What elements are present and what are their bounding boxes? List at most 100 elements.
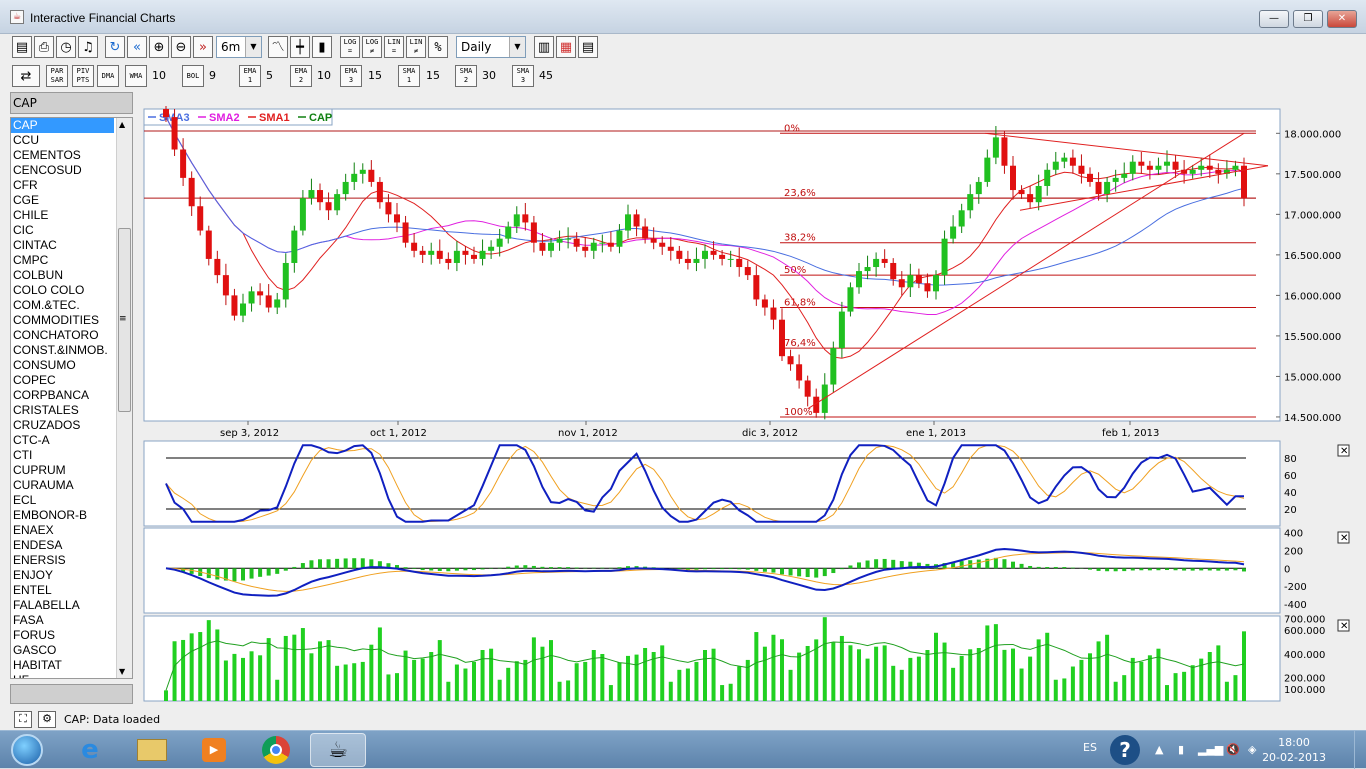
period-select[interactable]: 6m▼ [216,36,262,58]
help-icon[interactable]: ? [1110,735,1140,765]
symbol-list-item[interactable]: GASCO [11,643,132,658]
taskbar-explorer-button[interactable] [124,733,180,767]
battery-icon[interactable]: ▮ [1178,743,1184,756]
symbol-list-item[interactable]: CURAUMA [11,478,132,493]
candlestick-chart-icon[interactable]: ▮ [312,36,332,58]
show-desktop-button[interactable] [1354,731,1366,769]
symbol-list-item[interactable]: CCU [11,133,132,148]
symbol-list-item[interactable]: COLBUN [11,268,132,283]
symbol-list-item[interactable]: COMMODITIES [11,313,132,328]
list-scrollbar[interactable]: ▲ ≡ ▼ [116,118,132,678]
sma1-button[interactable]: SMA 1 [398,65,420,87]
ema1-button[interactable]: EMA 1 [239,65,261,87]
symbol-list-item[interactable]: CONCHATORO [11,328,132,343]
chart-area[interactable]: SMA3SMA2SMA1CAP0%23,6%38,2%50%61,8%76,4%… [140,106,1360,706]
update-icon[interactable]: ◈ [1248,743,1256,756]
minimize-button[interactable]: — [1259,10,1289,28]
symbol-list-item[interactable]: FALABELLA [11,598,132,613]
close-button[interactable]: ✕ [1327,10,1357,28]
symbol-list-item[interactable]: CINTAC [11,238,132,253]
forward-icon[interactable]: » [193,36,213,58]
par-sar-button[interactable]: PAR SAR [46,65,68,87]
symbol-list-item[interactable]: COPEC [11,373,132,388]
symbol-list-item[interactable]: HF [11,673,132,679]
symbol-field[interactable]: CAP [10,92,133,114]
settings-icon[interactable]: ⚙ [38,711,56,728]
symbol-list-item[interactable]: CORPBANCA [11,388,132,403]
symbol-list-item[interactable]: CGE [11,193,132,208]
piv-pts-button[interactable]: PIV PTS [72,65,94,87]
symbol-list-item[interactable]: FORUS [11,628,132,643]
symbol-list-item[interactable]: ENJOY [11,568,132,583]
rewind-icon[interactable]: « [127,36,147,58]
maximize-button[interactable]: ❐ [1293,10,1323,28]
sma3-button[interactable]: SMA 3 [512,65,534,87]
taskbar-chrome-button[interactable] [248,733,304,767]
taskbar-java-button[interactable]: ☕ [310,733,366,767]
color-scheme-icon[interactable]: ▦ [556,36,576,58]
symbol-list-item[interactable]: EMBONOR-B [11,508,132,523]
ema3-button[interactable]: EMA 3 [340,65,362,87]
wma-period[interactable]: 10 [150,67,168,85]
percent-button[interactable]: % [428,36,448,58]
symbol-list-item[interactable]: CFR [11,178,132,193]
ema1-period[interactable]: 5 [264,67,275,85]
language-indicator[interactable]: ES [1083,741,1097,754]
ema2-period[interactable]: 10 [315,67,333,85]
symbol-list-item[interactable]: CTC-A [11,433,132,448]
symbol-list-item[interactable]: ECL [11,493,132,508]
log-eq-button[interactable]: LOG = [340,36,360,58]
lin-ne-button[interactable]: LIN ≠ [406,36,426,58]
symbol-list-item[interactable]: CAP [11,118,114,133]
symbol-list-item[interactable]: HABITAT [11,658,132,673]
symbol-list-item[interactable]: CMPC [11,253,132,268]
symbol-list-item[interactable]: COLO COLO [11,283,132,298]
scroll-up-icon[interactable]: ▲ [119,120,125,129]
ohlc-chart-icon[interactable]: ┿ [290,36,310,58]
symbol-list-item[interactable]: ENTEL [11,583,132,598]
interval-select[interactable]: Daily▼ [456,36,526,58]
symbol-list-item[interactable]: ENAEX [11,523,132,538]
symbol-list-item[interactable]: CTI [11,448,132,463]
fit-screen-icon[interactable]: ⛶ [14,711,32,728]
symbol-list-item[interactable]: CRISTALES [11,403,132,418]
symbol-list-item[interactable]: CONST.&INMOB. [11,343,132,358]
indicator-icon[interactable]: ▥ [534,36,554,58]
log-ne-button[interactable]: LOG ≠ [362,36,382,58]
network-icon[interactable]: ▂▄▆ [1198,743,1223,756]
symbol-list-item[interactable]: ENDESA [11,538,132,553]
sma1-period[interactable]: 15 [424,67,442,85]
symbol-list-item[interactable]: COM.&TEC. [11,298,132,313]
sma2-period[interactable]: 30 [480,67,498,85]
symbol-list-item[interactable]: CUPRUM [11,463,132,478]
zoom-out-icon[interactable]: ⊖ [171,36,191,58]
sma3-period[interactable]: 45 [537,67,555,85]
sma2-button[interactable]: SMA 2 [455,65,477,87]
sound-icon[interactable]: ♫ [78,36,98,58]
start-button[interactable] [2,733,52,767]
line-chart-icon[interactable]: 〽 [268,36,288,58]
bol-period[interactable]: 9 [207,67,218,85]
taskbar-media-button[interactable]: ▶ [186,733,242,767]
ema3-period[interactable]: 15 [366,67,384,85]
dma-button[interactable]: DMA [97,65,119,87]
symbol-list-item[interactable]: FASA [11,613,132,628]
print-icon[interactable]: ⎙ [34,36,54,58]
clock-icon[interactable]: ◷ [56,36,76,58]
symbol-list-item[interactable]: CENCOSUD [11,163,132,178]
refresh-icon[interactable]: ↻ [105,36,125,58]
volume-icon[interactable]: 🔇 [1226,743,1240,756]
symbol-list-item[interactable]: CRUZADOS [11,418,132,433]
tray-expand-icon[interactable]: ▲ [1155,743,1163,756]
ema2-button[interactable]: EMA 2 [290,65,312,87]
panel-layout-icon[interactable]: ▤ [578,36,598,58]
scroll-down-icon[interactable]: ▼ [119,667,125,676]
symbol-list-item[interactable]: CONSUMO [11,358,132,373]
wma-button[interactable]: WMA [125,65,147,87]
lin-eq-button[interactable]: LIN = [384,36,404,58]
chart-overlay-icon[interactable]: ⇄ [12,65,40,87]
taskbar-ie-button[interactable]: e [62,733,118,767]
symbol-list-item[interactable]: CHILE [11,208,132,223]
